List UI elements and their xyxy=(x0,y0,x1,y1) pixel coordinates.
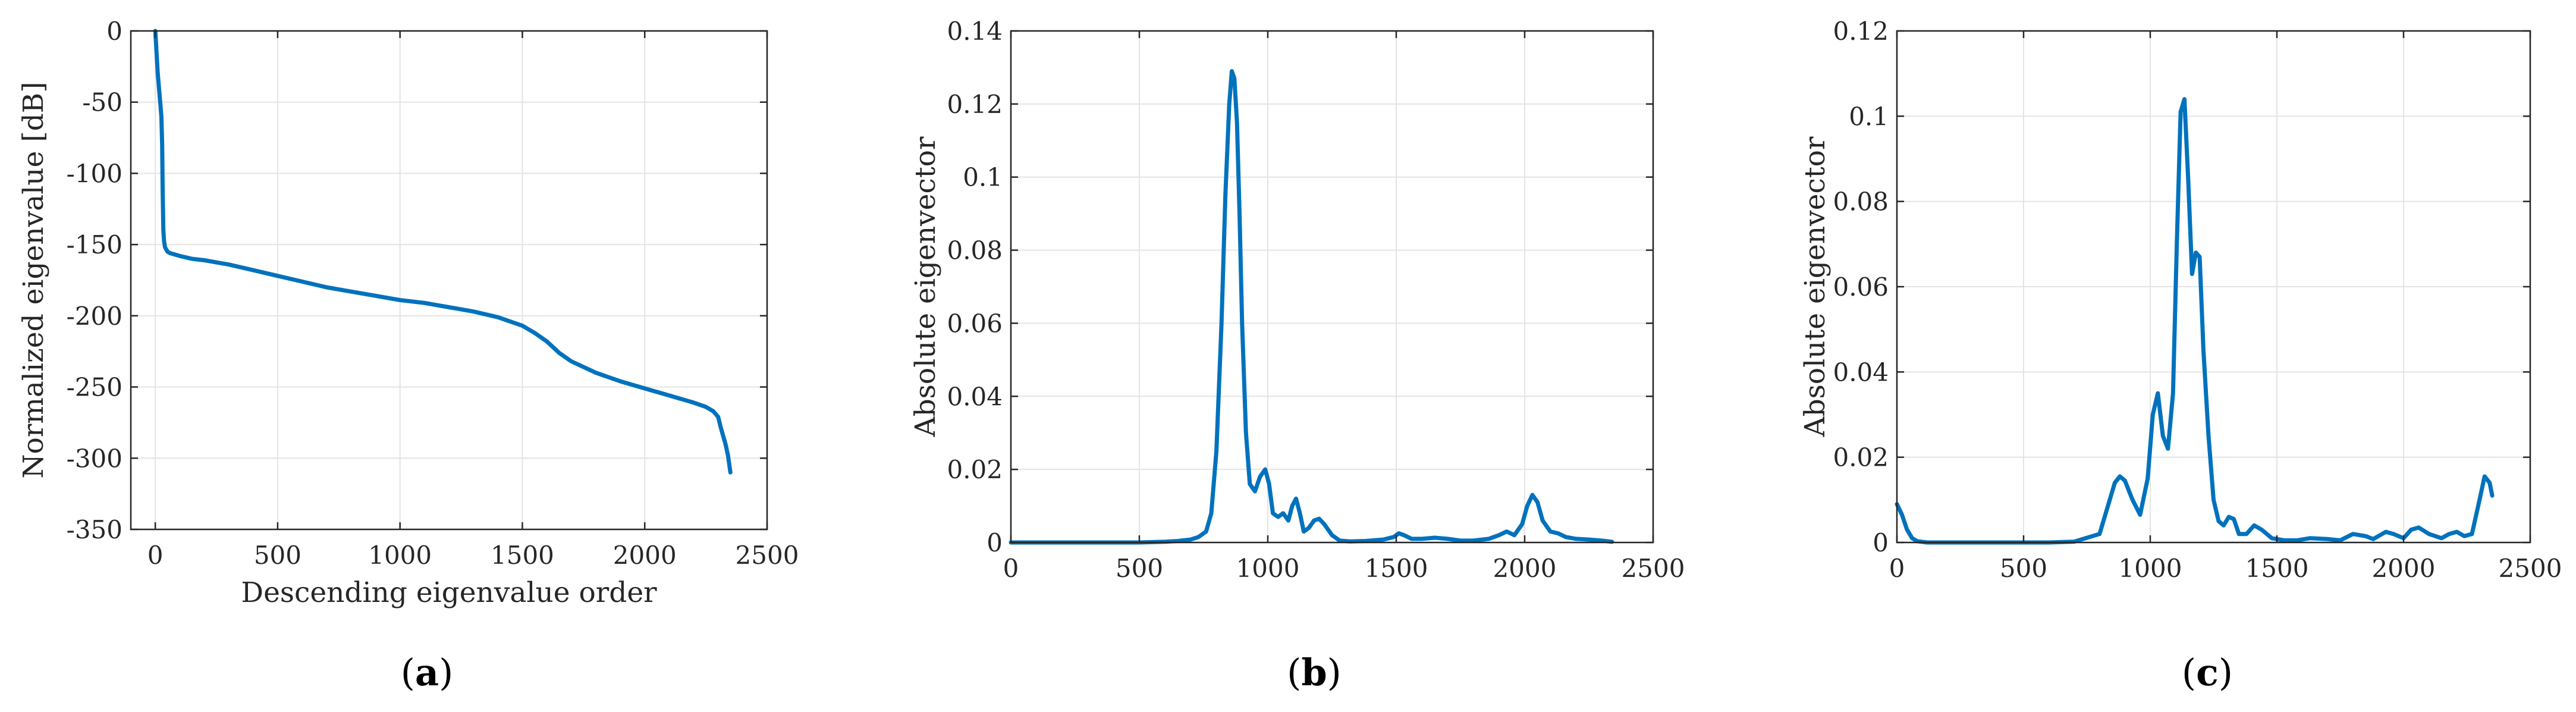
y-tick-label: -250 xyxy=(67,373,122,402)
chart-panel-a: 0 500 1000 1500 2000 2500 0 -50 -100 -150 -200 -250… xyxy=(17,17,799,694)
y-tick-label: 0 xyxy=(106,17,122,46)
y-axis-label: Normalized eigenvalue [dB] xyxy=(17,81,50,478)
x-tick-label: 0 xyxy=(147,541,164,570)
y-tick-label: 0.14 xyxy=(947,17,1003,46)
x-tick-label: 2000 xyxy=(613,541,677,570)
plot-area xyxy=(1011,31,1653,542)
panel-label: (c) xyxy=(2182,651,2233,694)
x-tick-label: 2000 xyxy=(1493,554,1557,583)
x-axis-label: Descending eigenvalue order xyxy=(241,576,657,609)
y-tick-label: 0.1 xyxy=(1849,102,1889,131)
x-tick-label: 1500 xyxy=(491,541,554,570)
y-tick-label: 0 xyxy=(987,528,1003,557)
y-tick-label: -300 xyxy=(67,444,122,473)
y-tick-label: 0.02 xyxy=(1833,443,1889,472)
x-tick-label: 0 xyxy=(1003,554,1019,583)
chart-panel-b: 0 500 1000 1500 2000 2500 0 0.02 0.04 0.06 0.08 0.1… xyxy=(909,17,1685,694)
axes-box xyxy=(130,30,768,531)
y-tick-label: 0.08 xyxy=(1833,187,1889,217)
axes-box xyxy=(1010,30,1654,544)
series-line-0 xyxy=(1895,97,2495,545)
y-tick-label: 0.02 xyxy=(947,455,1003,484)
y-tick-label: 0.12 xyxy=(947,90,1003,119)
x-tick-label: 2000 xyxy=(2372,554,2436,583)
y-tick-label: 0.1 xyxy=(963,163,1003,192)
x-tick-label: 2500 xyxy=(736,541,799,570)
y-axis-label: Absolute eigenvector xyxy=(1799,136,1832,437)
series-line-0 xyxy=(153,29,733,475)
plot-area xyxy=(131,31,767,529)
y-tick-label: 0.06 xyxy=(1833,272,1889,302)
y-tick-label: 0.04 xyxy=(947,382,1003,411)
x-tick-label: 500 xyxy=(2000,554,2047,583)
y-tick-label: 0.08 xyxy=(947,236,1003,265)
series-line-0 xyxy=(1009,69,1614,545)
y-tick-label: 0.04 xyxy=(1833,357,1889,387)
x-tick-label: 1500 xyxy=(1365,554,1428,583)
y-tick-label: -100 xyxy=(67,159,122,188)
y-axis-label: Absolute eigenvector xyxy=(909,136,942,437)
panel-label: (b) xyxy=(1287,651,1342,694)
y-tick-label: 0 xyxy=(1873,528,1889,557)
x-tick-label: 500 xyxy=(1116,554,1163,583)
y-tick-label: 0.12 xyxy=(1833,17,1889,46)
x-tick-label: 1500 xyxy=(2245,554,2309,583)
chart-panel-c: 0 500 1000 1500 2000 2500 0 0.02 0.04 0.06 0.08 0.1… xyxy=(1799,17,2562,694)
x-tick-label: 2500 xyxy=(2499,554,2562,583)
y-tick-label: 0.06 xyxy=(947,309,1003,338)
x-tick-label: 1000 xyxy=(1236,554,1300,583)
x-tick-label: 2500 xyxy=(1622,554,1685,583)
x-tick-label: 0 xyxy=(1889,554,1905,583)
x-tick-label: 1000 xyxy=(368,541,432,570)
x-tick-label: 500 xyxy=(254,541,301,570)
y-tick-label: -150 xyxy=(67,230,122,259)
panel-label: (a) xyxy=(401,651,454,694)
y-tick-label: -50 xyxy=(82,88,122,117)
x-tick-label: 1000 xyxy=(2119,554,2182,583)
y-tick-label: -200 xyxy=(67,302,122,331)
y-tick-label: -350 xyxy=(67,515,122,544)
